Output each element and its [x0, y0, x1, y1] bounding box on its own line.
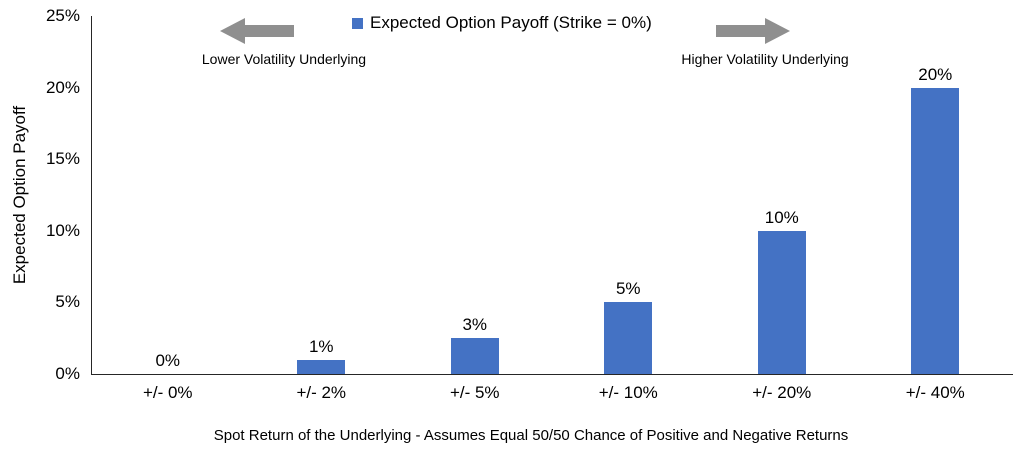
legend: Expected Option Payoff (Strike = 0%) — [352, 12, 652, 34]
x-tick-label: +/- 0% — [142, 383, 193, 402]
right-arrow-caption: Higher Volatility Underlying — [681, 51, 849, 67]
y-tick-label: 25% — [45, 6, 80, 25]
x-tick-label: +/- 5% — [449, 383, 500, 402]
y-tick-label: 15% — [45, 149, 80, 169]
left-arrow-icon — [220, 18, 294, 44]
bar — [297, 359, 346, 374]
bar — [757, 230, 806, 374]
bar — [450, 338, 499, 374]
bar-value-label: 5% — [615, 279, 641, 299]
bar — [604, 302, 653, 374]
x-tick-label: +/- 20% — [752, 383, 812, 402]
legend-swatch-icon — [352, 17, 363, 29]
y-tick-label: 10% — [45, 220, 80, 240]
bar-value-label: 10% — [764, 207, 799, 227]
bar-value-label: 20% — [918, 64, 953, 84]
x-tick-label: +/- 40% — [905, 383, 965, 402]
bar-value-label: 0% — [155, 351, 181, 370]
left-arrow-caption: Lower Volatility Underlying — [201, 51, 367, 67]
plot-area — [91, 16, 1013, 375]
right-arrow-icon — [716, 18, 790, 44]
x-tick-label: +/- 10% — [598, 383, 658, 402]
x-axis-title: Spot Return of the Underlying - Assumes … — [213, 427, 849, 444]
bar — [911, 87, 960, 374]
y-tick-label: 0% — [55, 364, 80, 383]
y-axis-title: Expected Option Payoff — [10, 105, 29, 285]
bar-value-label: 3% — [462, 315, 488, 335]
bar-value-label: 1% — [308, 336, 334, 356]
y-tick-label: 20% — [45, 77, 80, 97]
legend-label: Expected Option Payoff (Strike = 0%) — [370, 13, 652, 32]
y-tick-label: 5% — [55, 292, 80, 312]
x-tick-label: +/- 2% — [296, 383, 347, 402]
